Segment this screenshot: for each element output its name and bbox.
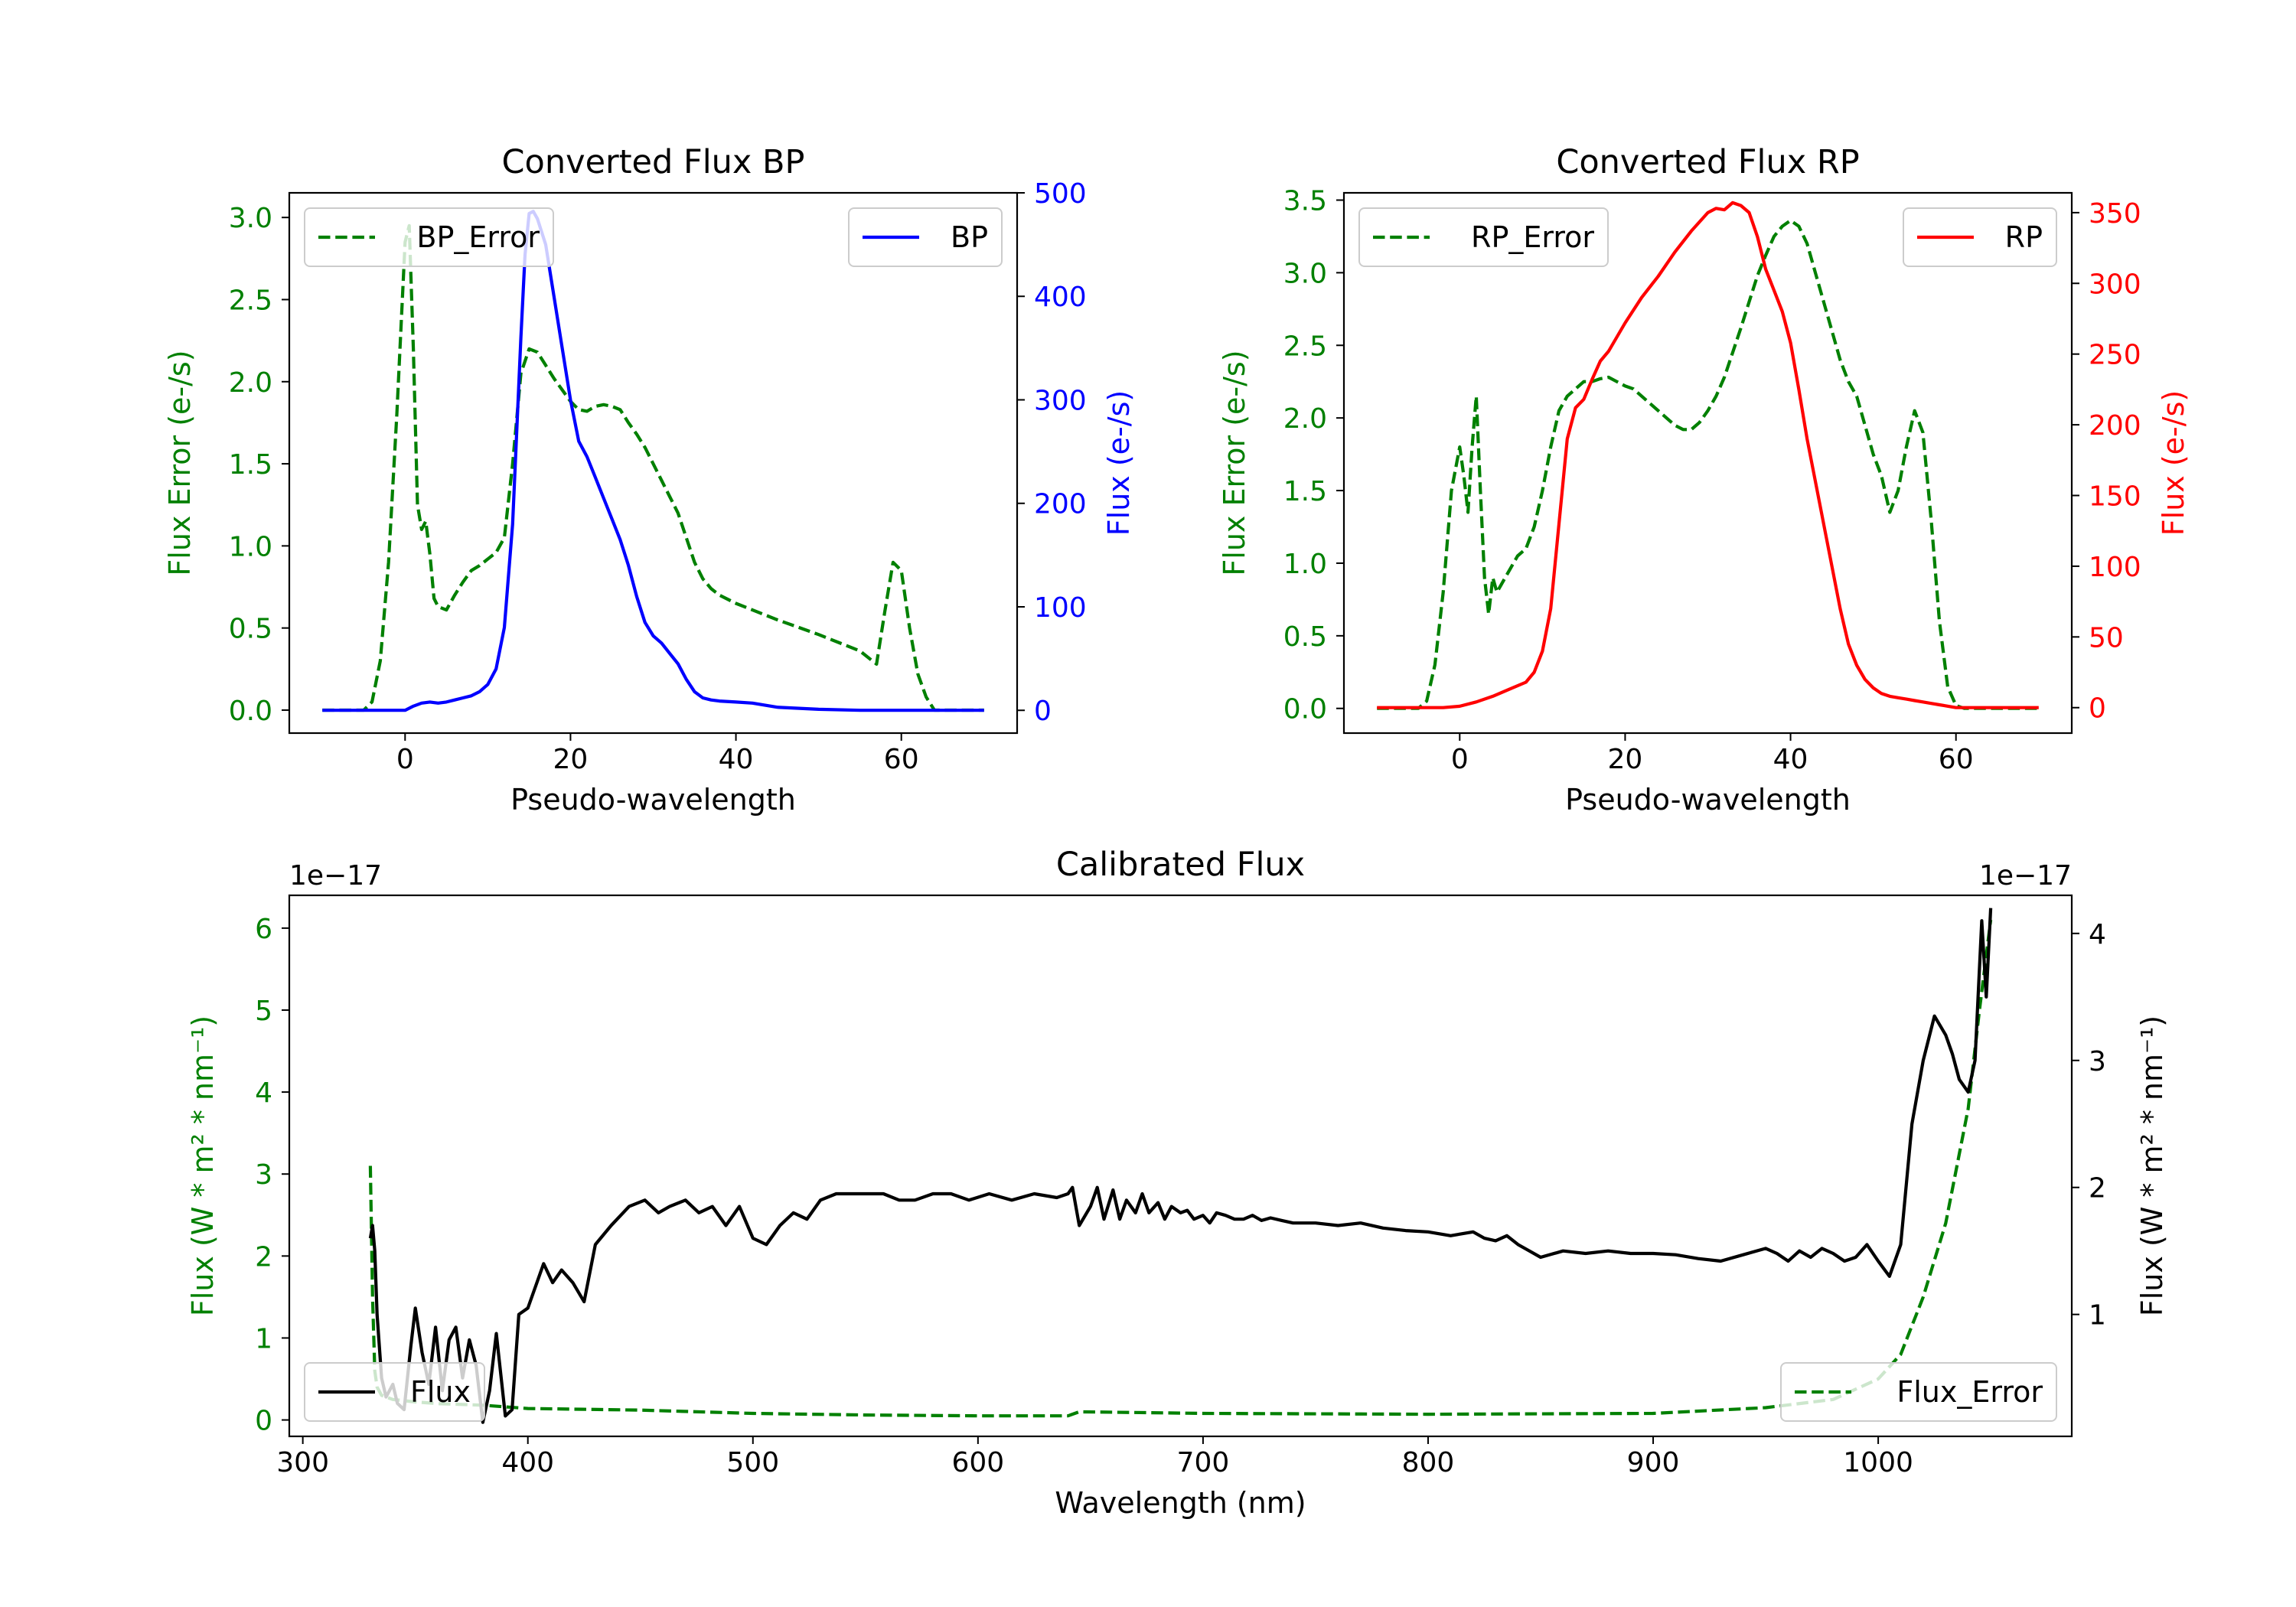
y-tick-label-right: 200 — [1034, 489, 1087, 520]
x-tick-label: 20 — [553, 744, 589, 775]
x-axis-label: Pseudo-wavelength — [510, 783, 796, 817]
legend-flux-error: Flux_Error — [1780, 1362, 2057, 1422]
series-line-flux — [368, 908, 1993, 1424]
y-axis-label-left: Flux Error (e-/s) — [163, 350, 197, 575]
y-tick-label-left: 0 — [255, 1406, 272, 1437]
y-tick-label-left: 3.0 — [1283, 258, 1327, 289]
y-tick-label-left: 1.0 — [1283, 549, 1327, 580]
y-tick-label-left: 2.0 — [229, 367, 272, 399]
x-axis-label: Wavelength (nm) — [1055, 1486, 1306, 1520]
y-axis-label-right: Flux (W * m² * nm⁻¹) — [2135, 1015, 2169, 1316]
x-tick-label: 500 — [726, 1447, 779, 1478]
x-tick-label: 600 — [951, 1447, 1004, 1478]
legend-label: BP_Error — [416, 220, 540, 254]
chart-panel-2: 0 20 40 60 0.0 0.5 1.0 1.5 2.0 2.5 3.0 3.5 0 50 100 150… — [1218, 143, 2190, 817]
y-tick-label-left: 0.5 — [229, 614, 272, 645]
y-tick-label-right: 350 — [2089, 198, 2141, 230]
y-tick-label-left: 6 — [255, 914, 272, 945]
y-tick-label-left: 0.5 — [1283, 621, 1327, 653]
y-tick-label-right: 300 — [2089, 269, 2141, 300]
legend-rp: RP — [1903, 207, 2057, 267]
series-line-rp-error — [1377, 219, 2039, 710]
series-line-bp — [322, 210, 984, 712]
y-tick-label-left: 3.0 — [229, 203, 272, 234]
y-tick-label-left: 3.5 — [1283, 185, 1327, 217]
y-tick-label-left: 1.5 — [1283, 476, 1327, 507]
y-tick-label-right: 150 — [2089, 481, 2141, 513]
y-tick-label-left: 0.0 — [229, 696, 272, 727]
offset-text-right: 1e−17 — [1979, 860, 2072, 892]
y-tick-label-left: 2 — [255, 1241, 272, 1273]
y-tick-label-right: 4 — [2089, 919, 2106, 950]
x-tick-label: 300 — [276, 1447, 329, 1478]
legend-flux: Flux — [304, 1362, 485, 1422]
x-tick-label: 800 — [1402, 1447, 1455, 1478]
x-tick-label: 20 — [1608, 744, 1643, 775]
y-tick-label-left: 4 — [255, 1077, 272, 1109]
chart-panel-1: 0 20 40 60 0.0 0.5 1.0 1.5 2.0 2.5 3.0 0 100 200 300 40… — [163, 143, 1136, 817]
x-tick-label: 60 — [884, 744, 919, 775]
legend-label: Flux — [410, 1375, 471, 1409]
x-axis-label: Pseudo-wavelength — [1565, 783, 1851, 817]
axes-frame — [288, 894, 2073, 1438]
x-tick-label: 40 — [719, 744, 754, 775]
y-tick-label-right: 50 — [2089, 622, 2124, 654]
y-tick-label-right: 300 — [1034, 385, 1087, 416]
series-line-rp — [1377, 200, 2039, 709]
y-axis-label-left: Flux (W * m² * nm⁻¹) — [186, 1015, 220, 1316]
legend-label: Flux_Error — [1896, 1375, 2043, 1409]
axes-frame — [288, 191, 1019, 735]
y-tick-label-left: 2.5 — [229, 285, 272, 316]
y-tick-label-right: 200 — [2089, 410, 2141, 442]
x-tick-label: 400 — [501, 1447, 554, 1478]
y-axis-label-right: Flux (e-/s) — [2157, 390, 2190, 536]
y-tick-label-right: 1 — [2089, 1300, 2106, 1332]
chart-panel-3: 300 400 500 600 700 800 900 1000 0 1 2 3 4 5 6 1 2 3 4 Cali… — [186, 846, 2169, 1520]
chart-title: Converted Flux BP — [502, 143, 805, 181]
x-tick-label: 900 — [1627, 1447, 1680, 1478]
y-tick-label-left: 2.5 — [1283, 331, 1327, 362]
y-tick-label-left: 5 — [255, 996, 272, 1027]
x-tick-label: 700 — [1177, 1447, 1230, 1478]
y-axis-label-right: Flux (e-/s) — [1102, 390, 1136, 536]
legend-label: RP_Error — [1471, 220, 1594, 254]
y-tick-label-right: 2 — [2089, 1173, 2106, 1204]
y-tick-label-right: 100 — [1034, 592, 1087, 624]
offset-text-left: 1e−17 — [289, 860, 382, 892]
chart-title: Converted Flux RP — [1556, 143, 1859, 181]
y-tick-label-left: 3 — [255, 1159, 272, 1191]
series-line-flux-error — [368, 919, 1993, 1418]
x-tick-label: 0 — [1451, 744, 1469, 775]
y-tick-label-right: 0 — [1034, 696, 1052, 727]
axes-frame — [1342, 191, 2073, 735]
y-axis-label-left: Flux Error (e-/s) — [1218, 350, 1251, 575]
series-line-bp-error — [322, 223, 984, 712]
y-tick-label-right: 400 — [1034, 282, 1087, 313]
legend-label: BP — [951, 220, 988, 254]
y-tick-label-right: 100 — [2089, 552, 2141, 583]
legend-bp: BP — [848, 207, 1003, 267]
y-tick-label-right: 250 — [2089, 340, 2141, 371]
y-tick-label-right: 500 — [1034, 178, 1087, 210]
legend-label: RP — [2005, 220, 2043, 254]
legend-rp-error: RP_Error — [1358, 207, 1609, 267]
legend-bp-error: BP_Error — [304, 207, 554, 267]
y-tick-label-left: 1.5 — [229, 449, 272, 481]
x-tick-label: 1000 — [1843, 1447, 1913, 1478]
y-tick-label-right: 3 — [2089, 1046, 2106, 1077]
y-tick-label-left: 2.0 — [1283, 403, 1327, 435]
y-tick-label-left: 1.0 — [229, 531, 272, 562]
y-tick-label-right: 0 — [2089, 693, 2106, 725]
y-tick-label-left: 0.0 — [1283, 694, 1327, 725]
y-tick-label-left: 1 — [255, 1323, 272, 1354]
x-tick-label: 60 — [1939, 744, 1974, 775]
x-tick-label: 0 — [396, 744, 414, 775]
chart-title: Calibrated Flux — [1056, 846, 1305, 884]
x-tick-label: 40 — [1773, 744, 1808, 775]
